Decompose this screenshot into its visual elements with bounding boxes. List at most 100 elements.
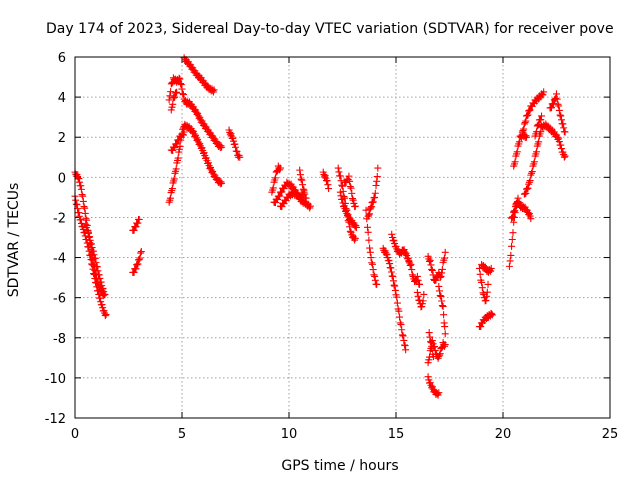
data-point xyxy=(420,290,428,298)
data-point xyxy=(176,75,184,83)
data-point xyxy=(510,207,518,215)
data-point xyxy=(429,271,437,279)
data-point xyxy=(505,262,513,270)
data-point xyxy=(552,94,560,102)
y-axis-label: SDTVAR / TECUs xyxy=(6,183,22,298)
data-point xyxy=(91,254,99,262)
data-point xyxy=(371,189,379,197)
data-point xyxy=(388,230,396,238)
data-point xyxy=(175,74,183,82)
data-point xyxy=(75,178,83,186)
data-point xyxy=(89,265,97,273)
data-point xyxy=(391,286,399,294)
data-points xyxy=(71,54,569,399)
y-tick-label: 6 xyxy=(58,51,66,66)
data-point xyxy=(487,264,495,272)
data-point xyxy=(396,319,404,327)
data-point xyxy=(94,267,102,275)
series-sat-arc-38 xyxy=(518,88,548,136)
data-point xyxy=(306,202,314,210)
x-tick-label: 20 xyxy=(495,427,512,442)
data-point xyxy=(524,111,532,119)
data-point xyxy=(526,177,534,185)
data-point xyxy=(435,282,443,290)
chart-title: Day 174 of 2023, Sidereal Day-to-day VTE… xyxy=(46,21,614,37)
data-point xyxy=(365,210,373,218)
data-point xyxy=(413,272,421,280)
data-point xyxy=(436,351,444,359)
data-point xyxy=(533,122,541,130)
data-point xyxy=(561,128,569,136)
data-point xyxy=(426,333,434,341)
data-point xyxy=(509,229,517,237)
data-point xyxy=(90,251,98,259)
data-point xyxy=(371,276,379,284)
data-point xyxy=(393,293,401,301)
data-point xyxy=(366,248,374,256)
data-point xyxy=(519,127,527,135)
data-point xyxy=(179,131,187,139)
data-point xyxy=(483,292,491,300)
data-point xyxy=(339,182,346,190)
data-point xyxy=(560,124,568,132)
data-point xyxy=(427,338,435,346)
data-point xyxy=(210,86,218,94)
data-point xyxy=(346,177,354,185)
y-tick-label: -6 xyxy=(53,292,66,307)
data-point xyxy=(365,236,373,244)
data-point xyxy=(274,196,282,204)
series-sat-arc-21 xyxy=(364,164,382,220)
series-sat-arc-37 xyxy=(520,120,569,198)
data-point xyxy=(557,145,565,153)
data-point xyxy=(513,148,521,156)
data-point xyxy=(407,260,415,268)
series-sat-arc-36 xyxy=(510,130,531,170)
data-point xyxy=(369,266,377,274)
data-point xyxy=(81,209,89,217)
data-point xyxy=(432,276,440,284)
data-point xyxy=(86,252,94,260)
data-point xyxy=(398,331,406,339)
data-point xyxy=(351,234,359,242)
data-point xyxy=(440,311,448,319)
data-point xyxy=(130,268,138,276)
data-point xyxy=(72,196,80,204)
data-point xyxy=(373,173,381,181)
data-point xyxy=(395,307,403,315)
series-sat-arc-14 xyxy=(276,188,314,212)
series-sat-arc-11 xyxy=(225,126,244,161)
data-point xyxy=(438,265,446,273)
data-point xyxy=(179,90,187,98)
data-point xyxy=(389,272,397,280)
data-point xyxy=(390,281,398,289)
series-sat-arc-29 xyxy=(435,282,449,338)
series-sat-arc-39 xyxy=(546,90,569,136)
y-tick-label: 4 xyxy=(58,91,66,106)
data-point xyxy=(86,233,94,241)
data-point xyxy=(408,266,416,274)
data-point xyxy=(364,228,372,236)
data-point xyxy=(414,276,422,284)
data-point xyxy=(556,111,564,119)
data-point xyxy=(367,203,375,211)
data-point xyxy=(101,290,109,298)
data-point xyxy=(535,138,543,146)
series-sat-arc-8 xyxy=(165,74,226,152)
series-sat-arc-30 xyxy=(425,329,437,361)
data-point xyxy=(479,289,487,297)
series-sat-arc-12 xyxy=(268,162,284,196)
data-point xyxy=(424,373,432,381)
data-point xyxy=(345,172,353,180)
data-point xyxy=(553,90,560,98)
series-sat-arc-33 xyxy=(475,309,496,331)
data-point xyxy=(233,147,241,155)
data-point xyxy=(337,177,345,185)
data-point xyxy=(400,336,408,344)
data-point xyxy=(302,194,310,202)
data-point xyxy=(179,91,187,99)
data-point xyxy=(441,342,449,350)
series-sat-arc-32 xyxy=(478,260,495,276)
x-axis-label: GPS time / hours xyxy=(281,458,398,474)
data-point xyxy=(348,195,356,203)
data-point xyxy=(488,310,496,318)
